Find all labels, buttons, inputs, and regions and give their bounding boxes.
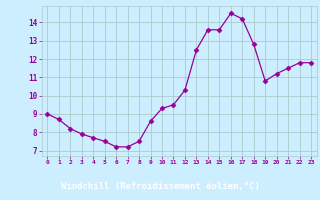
Text: Windchill (Refroidissement éolien,°C): Windchill (Refroidissement éolien,°C) <box>60 182 260 192</box>
